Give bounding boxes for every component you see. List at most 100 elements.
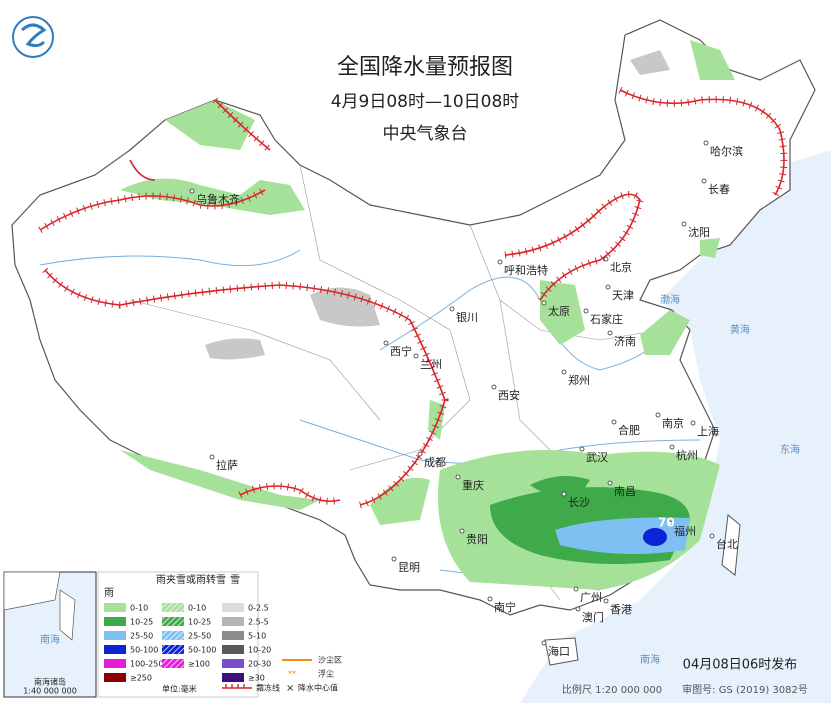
city-label: 济南 <box>614 334 636 348</box>
inset-title: 南海诸岛 <box>34 677 66 687</box>
legend-hatch <box>162 617 184 626</box>
city-dot <box>459 528 465 534</box>
city-dot <box>701 178 707 184</box>
legend-item: 10-20 <box>248 646 271 655</box>
legend-swatch <box>222 673 244 682</box>
legend-snow-title: 雪 <box>230 574 240 586</box>
legend-swatch <box>104 631 126 640</box>
city-dot <box>667 520 673 526</box>
peak-value: 70 <box>658 516 675 530</box>
legend-swatch <box>222 631 244 640</box>
city-label: 澳门 <box>582 610 604 624</box>
city-dot <box>575 606 581 612</box>
city-dot <box>391 556 397 562</box>
legend-hatch <box>162 631 184 640</box>
legend-swatch <box>222 645 244 654</box>
approval: 审图号: GS (2019) 3082号 <box>682 683 808 696</box>
city-label: 沈阳 <box>688 225 710 239</box>
city-label: 兰州 <box>420 358 442 371</box>
legend-frost-line: 霜冻线 <box>256 683 280 693</box>
city-dot <box>413 353 419 359</box>
city-dot <box>561 369 567 375</box>
city-label: 昆明 <box>398 561 420 574</box>
city-label: 郑州 <box>568 373 590 387</box>
legend-item: 10-25 <box>188 618 211 627</box>
taiwan <box>721 514 741 576</box>
map-scale: 比例尺 1:20 000 000 <box>562 683 662 696</box>
city-label: 银川 <box>456 310 478 324</box>
legend-dust-symbol: ** <box>288 670 296 679</box>
city-dot <box>417 451 423 457</box>
legend-dust: 浮尘 <box>318 669 334 679</box>
city-label: 成都 <box>424 456 446 469</box>
issued: 04月08日06时发布 <box>683 657 798 673</box>
legend-item: 10-25 <box>130 618 153 627</box>
city-label: 太原 <box>548 305 570 318</box>
city-label: 台北 <box>716 537 738 551</box>
precip-zones <box>120 40 735 590</box>
legend-item: ≥100 <box>188 660 210 669</box>
city-label: 海口 <box>548 644 570 658</box>
inset-map: 南海 南海诸岛 1:40 000 000 <box>3 571 97 698</box>
city-dot <box>455 474 461 480</box>
agency: 中央气象台 <box>383 124 468 144</box>
city-dot <box>605 284 611 290</box>
city-dot <box>189 188 195 194</box>
city-label: 南昌 <box>614 485 636 498</box>
legend-swatch <box>222 617 244 626</box>
city-label: 广州 <box>580 591 602 604</box>
legend-hatch <box>162 659 184 668</box>
legend-hatch <box>162 603 184 612</box>
city-label: 西宁 <box>390 344 412 358</box>
legend-item: 50-100 <box>188 646 216 655</box>
legend-item: 25-50 <box>130 632 153 641</box>
city-label: 香港 <box>610 603 632 616</box>
legend-swatch <box>104 659 126 668</box>
sea-label: 东海 <box>780 443 800 456</box>
legend-sleet-title: 雨夹雪或雨转雪 <box>156 573 226 586</box>
city-dot <box>690 420 696 426</box>
legend-item: 0-10 <box>130 604 148 613</box>
legend-rain-title: 雨 <box>104 588 114 599</box>
city-label: 乌鲁木齐 <box>196 192 240 206</box>
city-dot <box>603 256 609 262</box>
city-dot <box>579 446 585 452</box>
legend-item: 100-250 <box>130 660 163 669</box>
legend-swatch <box>104 617 126 626</box>
city-label: 南京 <box>662 416 684 430</box>
legend-item: ≥250 <box>130 674 152 683</box>
city-label: 杭州 <box>676 448 698 462</box>
sea-labels: 渤海 黄海 东海 南海 <box>640 293 800 666</box>
legend-swatch <box>222 659 244 668</box>
sea-area <box>520 150 831 703</box>
sea-label: 渤海 <box>660 293 680 306</box>
city-label: 上海 <box>697 424 719 438</box>
legend-swatch <box>104 645 126 654</box>
city-dot <box>491 384 497 390</box>
city-dot <box>607 480 613 486</box>
city-dot <box>497 259 503 265</box>
city-label: 天津 <box>612 289 634 302</box>
city-dot <box>383 340 389 346</box>
city-dot <box>703 140 709 146</box>
legend-swatch <box>222 603 244 612</box>
legend-dust-area: 沙尘区 <box>318 655 342 665</box>
city-label: 武汉 <box>586 451 608 464</box>
city-dot <box>607 330 613 336</box>
sea-label: 南海 <box>640 653 660 666</box>
city-dot <box>561 491 567 497</box>
city-label: 北京 <box>610 260 632 274</box>
city-dot <box>209 454 215 460</box>
legend-item: 5-10 <box>248 632 266 641</box>
legend-item: ≥30 <box>248 674 265 683</box>
city-label: 长春 <box>708 183 730 196</box>
legend-item: 0-10 <box>188 604 206 613</box>
legend-item: 25-50 <box>188 632 211 641</box>
legend-swatch <box>104 673 126 682</box>
legend-item: 2.5-5 <box>248 618 269 627</box>
city-dot <box>681 221 687 227</box>
frost-lines <box>38 86 788 509</box>
sea-label: 黄海 <box>730 323 750 336</box>
legend-hatch <box>162 645 184 654</box>
